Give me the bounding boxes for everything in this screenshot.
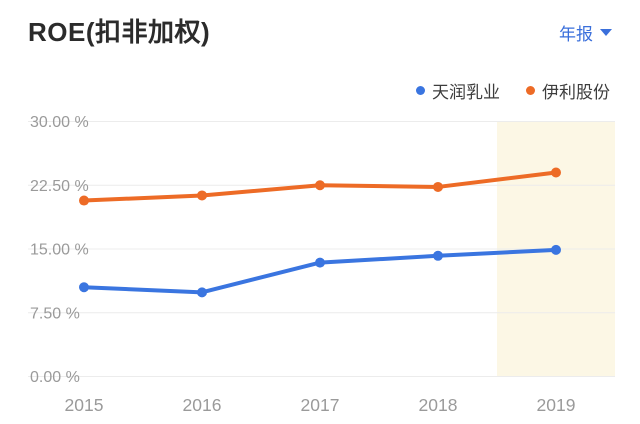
data-point-s0-2019[interactable] — [551, 244, 561, 255]
x-axis-label-2017: 2017 — [301, 395, 340, 415]
legend-dot-icon — [526, 86, 535, 95]
legend-item-series-0[interactable]: 天润乳业 — [416, 78, 500, 103]
legend-label: 天润乳业 — [432, 83, 500, 102]
data-point-s1-2018[interactable] — [433, 181, 443, 192]
y-axis-label: 30.00 % — [30, 114, 89, 131]
data-point-s0-2018[interactable] — [433, 250, 443, 261]
data-point-s1-2019[interactable] — [551, 167, 561, 178]
legend-item-series-1[interactable]: 伊利股份 — [526, 78, 610, 103]
y-axis-label: 22.50 % — [30, 178, 89, 195]
y-axis-label: 0.00 % — [30, 369, 80, 386]
chart-legend: 天润乳业 伊利股份 — [416, 78, 610, 103]
legend-label: 伊利股份 — [542, 83, 610, 102]
data-point-s0-2017[interactable] — [315, 257, 325, 268]
x-axis-label-2015: 2015 — [65, 395, 104, 415]
y-axis-label: 15.00 % — [30, 242, 89, 259]
chart-title: ROE(扣非加权) — [28, 17, 211, 47]
data-point-s0-2016[interactable] — [197, 287, 207, 298]
x-axis-label-2019: 2019 — [537, 395, 576, 415]
data-point-s1-2016[interactable] — [197, 190, 207, 201]
data-point-s1-2015[interactable] — [79, 195, 89, 206]
x-axis-label-2018: 2018 — [419, 395, 458, 415]
data-point-s0-2015[interactable] — [79, 282, 89, 293]
period-selector-label: 年报 — [559, 25, 593, 44]
legend-dot-icon — [416, 86, 425, 95]
x-axis-label-2016: 2016 — [183, 395, 222, 415]
data-point-s1-2017[interactable] — [315, 180, 325, 191]
series-line-0 — [82, 247, 558, 295]
period-selector[interactable]: 年报 — [559, 20, 612, 45]
y-axis-label: 7.50 % — [30, 305, 80, 322]
chevron-down-icon — [600, 29, 612, 36]
